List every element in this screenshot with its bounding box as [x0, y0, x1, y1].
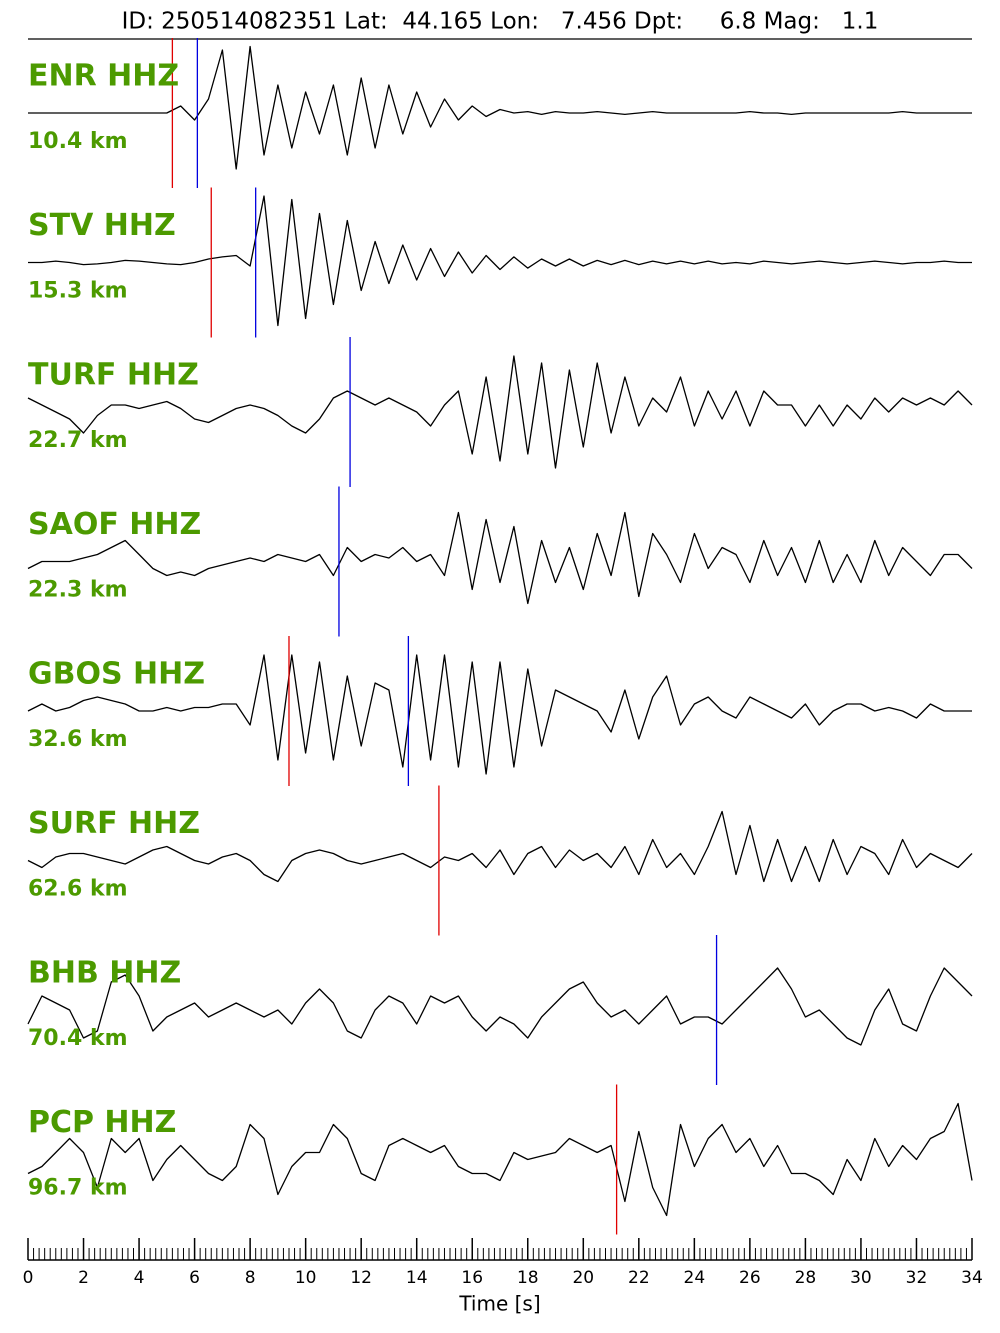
x-tick-label: 8: [245, 1268, 256, 1288]
distance-label: 96.7 km: [28, 1176, 128, 1201]
distance-label: 22.3 km: [28, 578, 128, 603]
station-label: BHB HHZ: [28, 956, 181, 991]
x-tick-label: 6: [189, 1268, 200, 1288]
x-tick-label: 14: [406, 1268, 428, 1288]
trace: [27, 355, 973, 469]
x-tick-label: 16: [461, 1268, 483, 1288]
distance-label: 70.4 km: [28, 1026, 128, 1051]
x-tick-label: 10: [295, 1268, 317, 1288]
x-tick-label: 28: [795, 1268, 817, 1288]
station-label: GBOS HHZ: [28, 657, 205, 692]
trace: [28, 195, 972, 327]
x-tick-label: 2: [78, 1268, 89, 1288]
distance-label: 62.6 km: [28, 877, 128, 902]
distance-label: 15.3 km: [28, 279, 128, 304]
station-label: ENR HHZ: [28, 59, 179, 94]
x-tick-label: 34: [961, 1268, 983, 1288]
chart-title: ID: 250514082351 Lat: 44.165 Lon: 7.456 …: [122, 9, 879, 35]
station-label: STV HHZ: [28, 208, 176, 243]
station-label: SAOF HHZ: [28, 507, 201, 542]
x-tick-label: 12: [350, 1268, 372, 1288]
x-tick-label: 24: [684, 1268, 706, 1288]
trace: [28, 45, 972, 170]
x-axis-label: Time [s]: [458, 1292, 540, 1316]
x-tick-label: 18: [517, 1268, 539, 1288]
x-tick-label: 32: [906, 1268, 928, 1288]
station-label: TURF HHZ: [28, 358, 199, 393]
distance-label: 32.6 km: [28, 727, 128, 752]
x-tick-label: 20: [572, 1268, 594, 1288]
x-tick-label: 30: [850, 1268, 872, 1288]
x-tick-label: 0: [23, 1268, 34, 1288]
trace: [27, 654, 972, 775]
distance-label: 22.7 km: [28, 428, 128, 453]
station-label: SURF HHZ: [28, 806, 200, 841]
station-label: PCP HHZ: [28, 1105, 176, 1140]
trace: [27, 1102, 973, 1217]
x-tick-label: 4: [134, 1268, 145, 1288]
distance-label: 10.4 km: [28, 129, 128, 154]
x-tick-label: 26: [739, 1268, 761, 1288]
trace: [27, 511, 973, 605]
trace: [27, 810, 973, 883]
x-tick-label: 22: [628, 1268, 650, 1288]
trace: [27, 967, 973, 1046]
